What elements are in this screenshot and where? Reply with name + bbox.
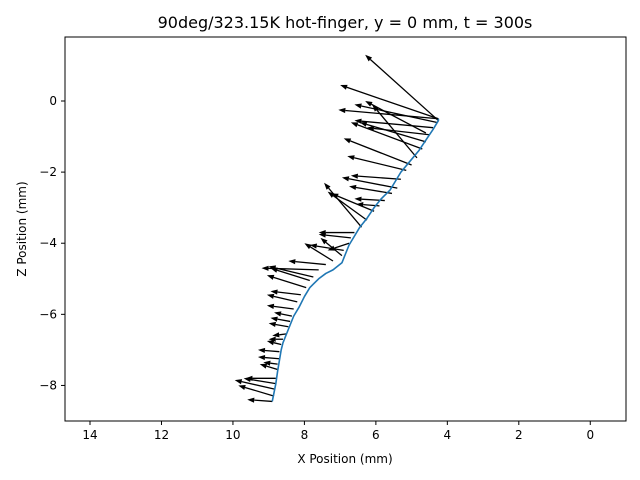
x-tick-label: 8 — [301, 428, 309, 442]
vector-arrow — [268, 336, 283, 342]
y-tick-label: −8 — [39, 378, 57, 392]
vector-arrow — [349, 184, 393, 195]
vector-arrow — [266, 340, 282, 346]
vector-arrow — [274, 311, 293, 317]
vector-arrow — [266, 303, 294, 310]
vector-field — [234, 54, 439, 403]
vector-arrow — [356, 202, 380, 208]
vector-arrow — [354, 118, 434, 129]
vector-arrow — [257, 354, 280, 361]
vector-arrow — [272, 332, 287, 338]
vector-arrow — [318, 229, 355, 236]
vector-arrow — [327, 242, 350, 251]
vector-arrow — [266, 293, 298, 303]
x-axis-label: X Position (mm) — [297, 452, 392, 466]
vector-arrow — [259, 363, 278, 371]
x-tick-label: 12 — [154, 428, 169, 442]
vector-arrow — [257, 347, 280, 354]
vector-arrow — [245, 375, 276, 381]
vector-arrow — [270, 289, 301, 296]
vector-arrow — [354, 103, 437, 123]
x-tick-label: 14 — [82, 428, 97, 442]
vector-arrow — [304, 243, 334, 262]
vector-arrow — [350, 122, 423, 150]
vector-arrow — [343, 138, 412, 166]
vector-arrow — [288, 259, 326, 266]
vector-arrow — [247, 397, 273, 403]
x-axis-ticks: 14 12 10 8 6 4 2 0 — [82, 421, 594, 442]
vector-arrow — [309, 243, 344, 251]
x-tick-label: 4 — [444, 428, 452, 442]
vector-arrow — [365, 54, 439, 122]
vector-arrow — [359, 121, 427, 143]
vector-arrow — [263, 360, 278, 366]
vector-arrow — [270, 316, 291, 323]
vector-arrow — [331, 193, 375, 212]
vector-arrow — [341, 176, 398, 189]
vector-arrow — [340, 84, 439, 120]
vector-arrow — [366, 125, 430, 136]
interface-line — [271, 118, 440, 402]
vector-arrow — [266, 274, 307, 289]
vector-arrow — [347, 155, 407, 171]
y-axis-ticks: 0 −2 −4 −6 −8 — [39, 94, 65, 392]
x-tick-label: 2 — [515, 428, 523, 442]
vector-arrow — [327, 191, 368, 221]
plot-frame — [64, 36, 627, 422]
y-tick-label: −6 — [39, 307, 57, 321]
vector-arrow — [365, 101, 427, 134]
chart-title: 90deg/323.15K hot-finger, y = 0 mm, t = … — [158, 13, 533, 32]
y-tick-label: −2 — [39, 165, 57, 179]
x-tick-label: 6 — [372, 428, 380, 442]
x-tick-label: 10 — [225, 428, 240, 442]
vector-arrow — [238, 384, 275, 397]
y-tick-label: 0 — [49, 94, 57, 108]
vector-arrow — [261, 265, 319, 271]
y-tick-label: −4 — [39, 236, 57, 250]
y-axis-label: Z Position (mm) — [15, 181, 29, 276]
x-tick-label: 0 — [586, 428, 594, 442]
interface-layer — [271, 118, 440, 402]
vector-arrow — [234, 379, 275, 390]
plot-area — [65, 37, 626, 421]
vector-arrow — [350, 173, 401, 180]
vector-arrow — [268, 321, 289, 328]
